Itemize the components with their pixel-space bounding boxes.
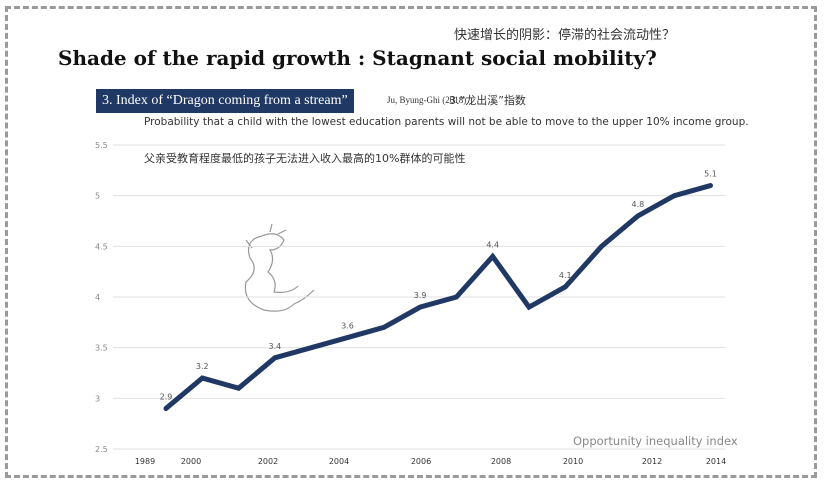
data-label: 3.4 (269, 342, 282, 351)
y-tick-label: 2.5 (95, 445, 108, 454)
dragon-icon (244, 223, 315, 312)
page-frame (5, 6, 817, 478)
x-tick-label: 2004 (329, 457, 349, 466)
reference: Ju, Byung-Ghi (2018) (387, 95, 467, 105)
chinese-title: 快速增长的阴影：停滞的社会流动性？ (454, 28, 676, 43)
data-point (673, 195, 675, 197)
x-tick-label: 2008 (491, 457, 511, 466)
x-tick-label: 1989 (135, 457, 155, 466)
data-point (347, 337, 348, 339)
data-point (419, 306, 421, 308)
data-line (163, 183, 713, 411)
data-label: 4.1 (559, 271, 572, 280)
data-point (601, 245, 603, 247)
data-point (310, 347, 312, 349)
data-label: 5.1 (704, 170, 717, 179)
page-title: Shade of the rapid growth : Stagnant soc… (58, 46, 657, 70)
data-label: 3.2 (196, 362, 209, 371)
data-label: 4.4 (486, 240, 499, 249)
data-point (383, 326, 385, 328)
data-point (165, 407, 167, 409)
data-point (455, 296, 457, 298)
y-tick-label: 3.5 (95, 344, 108, 353)
y-tick-label: 4 (95, 293, 100, 302)
data-point (637, 215, 639, 217)
x-tick-label: 2012 (642, 457, 662, 466)
data-point (274, 357, 276, 359)
chart-title: Opportunity inequality index (573, 434, 738, 448)
y-tick-label: 5 (95, 192, 100, 201)
x-tick-label: 2002 (258, 457, 278, 466)
section-badge: 3. Index of “Dragon coming from a stream… (96, 89, 354, 113)
description: Probability that a child with the lowest… (144, 116, 749, 128)
data-label: 2.9 (160, 392, 173, 401)
x-tick-label: 2014 (706, 457, 726, 466)
data-label: 4.8 (632, 200, 645, 209)
data-point (201, 377, 203, 379)
y-tick-label: 3 (95, 394, 100, 403)
data-point (492, 255, 494, 257)
y-tick-label: 5.5 (95, 141, 108, 150)
chinese-section-label: 3.“龙出溪”指数 (449, 94, 526, 107)
x-tick-label: 2006 (411, 457, 431, 466)
data-point (238, 387, 240, 389)
x-tick-label: 2010 (563, 457, 583, 466)
x-tick-label: 2000 (181, 457, 201, 466)
description-chinese: 父亲受教育程度最低的孩子无法进入收入最高的10%群体的可能性 (144, 152, 466, 165)
data-point (528, 306, 530, 308)
y-tick-label: 4.5 (95, 242, 108, 251)
data-label: 3.9 (414, 291, 427, 300)
data-point (564, 286, 566, 288)
data-label: 3.6 (341, 322, 354, 331)
data-point (710, 185, 711, 187)
